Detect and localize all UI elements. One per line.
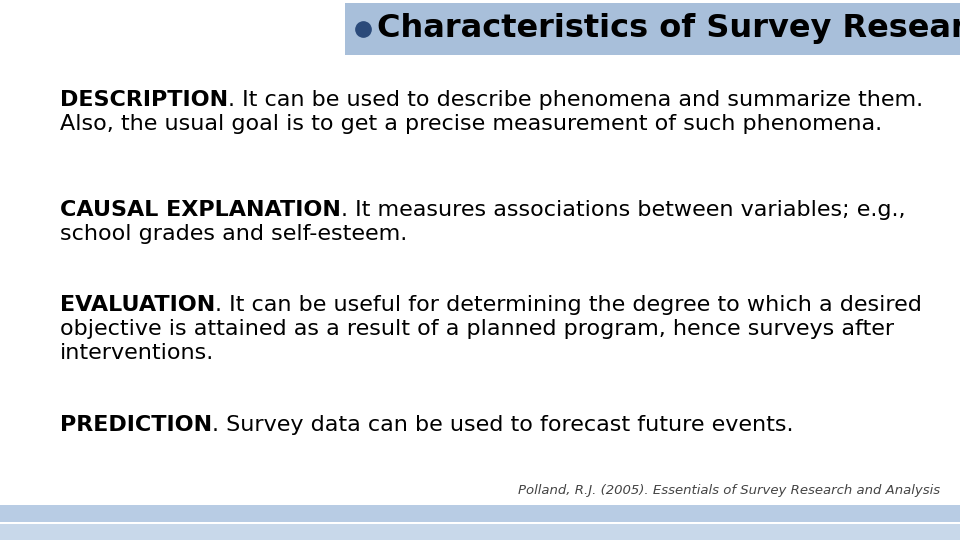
Text: EVALUATION: EVALUATION (60, 295, 215, 315)
Bar (0, 524, 960, 540)
Text: . It measures associations between variables; e.g.,: . It measures associations between varia… (341, 200, 905, 220)
Text: school grades and self-esteem.: school grades and self-esteem. (60, 224, 407, 244)
Text: . Survey data can be used to forecast future events.: . Survey data can be used to forecast fu… (212, 415, 794, 435)
Text: Also, the usual goal is to get a precise measurement of such phenomena.: Also, the usual goal is to get a precise… (60, 114, 882, 134)
Bar (345, 3, 960, 55)
Text: Polland, R.J. (2005). Essentials of Survey Research and Analysis: Polland, R.J. (2005). Essentials of Surv… (517, 484, 940, 497)
Text: Characteristics of Survey Research: Characteristics of Survey Research (377, 14, 960, 44)
Text: DESCRIPTION: DESCRIPTION (60, 90, 228, 110)
Text: objective is attained as a result of a planned program, hence surveys after: objective is attained as a result of a p… (60, 319, 894, 339)
Text: interventions.: interventions. (60, 343, 214, 363)
Text: PREDICTION: PREDICTION (60, 415, 212, 435)
Text: . It can be useful for determining the degree to which a desired: . It can be useful for determining the d… (215, 295, 923, 315)
Bar (0, 505, 960, 522)
Text: . It can be used to describe phenomena and summarize them.: . It can be used to describe phenomena a… (228, 90, 924, 110)
Text: CAUSAL EXPLANATION: CAUSAL EXPLANATION (60, 200, 341, 220)
